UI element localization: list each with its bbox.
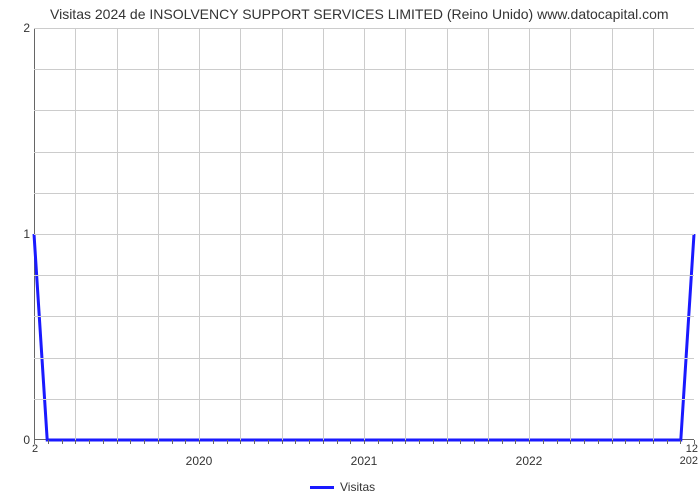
x-axis-tick-label: 2021	[351, 454, 378, 468]
x-axis-minor-tick	[309, 440, 310, 444]
grid-line-vertical	[364, 28, 365, 440]
x-axis-minor-tick	[254, 440, 255, 444]
x-axis-minor-tick	[639, 440, 640, 444]
x-axis-minor-tick	[103, 440, 104, 444]
legend-label: Visitas	[340, 480, 375, 494]
x-axis-minor-tick	[144, 440, 145, 444]
grid-line-vertical-minor	[612, 28, 613, 440]
x-axis-minor-tick	[570, 440, 571, 444]
x-axis-minor-tick	[185, 440, 186, 444]
legend: Visitas	[310, 480, 375, 494]
y-axis-tick-label: 2	[6, 21, 30, 35]
x-axis-minor-tick	[529, 440, 530, 444]
x-axis-minor-tick	[48, 440, 49, 444]
x-axis-minor-tick	[598, 440, 599, 444]
y-axis-tick-label: 1	[6, 227, 30, 241]
x-axis-minor-tick	[515, 440, 516, 444]
grid-line-vertical-minor	[75, 28, 76, 440]
x-axis-minor-tick	[199, 440, 200, 444]
grid-line-vertical-minor	[653, 28, 654, 440]
x-axis-minor-tick	[158, 440, 159, 444]
x-axis-minor-tick	[378, 440, 379, 444]
x-axis-minor-tick	[625, 440, 626, 444]
x-axis-minor-tick	[89, 440, 90, 444]
grid-line-vertical	[199, 28, 200, 440]
x-axis-minor-tick	[584, 440, 585, 444]
x-axis-tick-label: 2020	[186, 454, 213, 468]
x-axis-minor-tick	[653, 440, 654, 444]
x-axis-minor-tick	[130, 440, 131, 444]
x-axis-minor-tick	[75, 440, 76, 444]
x-axis-minor-tick	[172, 440, 173, 444]
x-axis-minor-tick	[268, 440, 269, 444]
x-axis-minor-tick	[502, 440, 503, 444]
grid-line-vertical-minor	[282, 28, 283, 440]
x-axis-minor-tick	[612, 440, 613, 444]
grid-line-vertical-minor	[447, 28, 448, 440]
x-axis-minor-tick	[557, 440, 558, 444]
x-axis-minor-tick	[419, 440, 420, 444]
x-axis-minor-tick	[282, 440, 283, 444]
grid-line-vertical-minor	[570, 28, 571, 440]
x-axis-minor-tick	[474, 440, 475, 444]
y-axis-tick-label: 0	[6, 433, 30, 447]
grid-line-vertical-minor	[158, 28, 159, 440]
x-axis-minor-tick	[240, 440, 241, 444]
x-axis-left-corner-label: 2	[32, 443, 38, 455]
x-axis-minor-tick	[405, 440, 406, 444]
x-axis-minor-tick	[62, 440, 63, 444]
x-axis-minor-tick	[667, 440, 668, 444]
x-axis-minor-tick	[488, 440, 489, 444]
grid-line-vertical-minor	[117, 28, 118, 440]
grid-line-vertical-minor	[240, 28, 241, 440]
legend-swatch	[310, 486, 334, 489]
visits-chart: Visitas 2024 de INSOLVENCY SUPPORT SERVI…	[0, 0, 700, 500]
x-axis-minor-tick	[323, 440, 324, 444]
grid-line-vertical-minor	[405, 28, 406, 440]
x-axis-minor-tick	[543, 440, 544, 444]
x-axis-minor-tick	[392, 440, 393, 444]
x-axis-minor-tick	[117, 440, 118, 444]
x-axis-minor-tick	[337, 440, 338, 444]
chart-title: Visitas 2024 de INSOLVENCY SUPPORT SERVI…	[50, 6, 669, 22]
x-axis-minor-tick	[227, 440, 228, 444]
x-axis-minor-tick	[433, 440, 434, 444]
x-axis-minor-tick	[295, 440, 296, 444]
x-axis-minor-tick	[350, 440, 351, 444]
grid-line-vertical-minor	[488, 28, 489, 440]
x-axis-minor-tick	[364, 440, 365, 444]
x-axis-minor-tick	[460, 440, 461, 444]
x-axis-minor-tick	[213, 440, 214, 444]
grid-line-vertical	[529, 28, 530, 440]
x-axis-right-corner-label: 12 202	[680, 443, 698, 467]
x-axis-minor-tick	[447, 440, 448, 444]
grid-line-vertical-minor	[323, 28, 324, 440]
x-axis-tick-label: 2022	[516, 454, 543, 468]
